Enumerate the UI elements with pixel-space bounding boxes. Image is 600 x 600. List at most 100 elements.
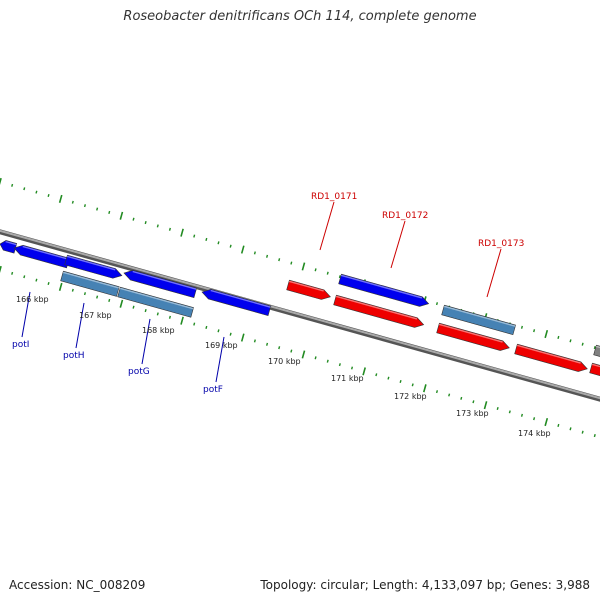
scale-tick-label: 173 kbp <box>456 409 489 418</box>
gene-arrow[interactable] <box>0 240 18 254</box>
label-leader-line <box>141 318 151 365</box>
scale-tick <box>314 356 317 360</box>
scale-tick <box>265 254 269 258</box>
gene-arrow[interactable] <box>589 362 600 377</box>
gene-labels: RD1_0171 RD1_0172 RD1_0173 potI potH potG potF <box>12 192 524 395</box>
scale-tick <box>593 434 596 438</box>
scale-tick <box>387 376 390 380</box>
label-leader-line <box>215 336 225 383</box>
scale-tick <box>411 383 414 387</box>
scale-tick <box>205 325 208 329</box>
scale-tick <box>423 384 427 393</box>
scale-tick <box>520 325 524 329</box>
gene-arrow[interactable] <box>514 343 588 372</box>
scale-tick-label: 174 kbp <box>518 429 551 438</box>
gene-arrow-highlight <box>335 295 418 320</box>
scale-tick <box>217 241 220 245</box>
scale-tick <box>290 349 293 353</box>
scale-tick <box>338 363 341 367</box>
gene-arrow[interactable] <box>441 304 516 336</box>
scale-tick <box>240 245 245 254</box>
scale-tick <box>35 278 38 282</box>
gene-label-lower[interactable]: potI <box>12 340 29 350</box>
gene-arrow-highlight <box>595 345 600 349</box>
scale-tick <box>508 410 511 414</box>
gene-arrow-highlight <box>119 287 194 310</box>
gene-arrow[interactable] <box>286 279 331 300</box>
scale-tick <box>435 302 439 306</box>
gene-label-lower[interactable]: potG <box>128 367 150 377</box>
scale-tick <box>119 299 124 308</box>
scale-tick <box>314 268 317 272</box>
scale-tick <box>35 190 38 194</box>
gene-arrow[interactable] <box>338 273 430 307</box>
scale-tick <box>581 342 584 346</box>
scale-tick <box>180 316 184 325</box>
scale-tick <box>253 339 256 343</box>
scale-tick <box>47 193 50 198</box>
gene-arrow[interactable] <box>117 286 194 318</box>
gene-arrow[interactable] <box>201 289 272 316</box>
scale-tick <box>362 367 367 376</box>
scale-tick <box>0 265 2 273</box>
scale-tick <box>132 217 135 221</box>
gene-arrow[interactable] <box>593 344 600 357</box>
gene-arrow[interactable] <box>436 322 510 351</box>
scale-tick-label: 168 kbp <box>142 326 175 335</box>
scale-tick <box>278 258 281 262</box>
gene-arrow-highlight <box>443 305 516 327</box>
gene-arrow-highlight <box>438 323 503 343</box>
scale-tick <box>180 228 184 237</box>
gene-label-lower[interactable]: potH <box>63 351 85 361</box>
label-leader-line <box>21 291 31 338</box>
scale-tick-labels: 166 kbp 167 kbp 168 kbp 169 kbp 170 kbp 171 k… <box>16 295 551 438</box>
scale-tick <box>435 390 439 394</box>
scale-tick-label: 169 kbp <box>205 341 238 350</box>
gene-label-upper[interactable]: RD1_0172 <box>382 211 428 221</box>
scale-tick <box>448 393 451 397</box>
scale-tick-label: 167 kbp <box>79 311 112 320</box>
gene-arrow-highlight <box>210 289 271 308</box>
genome-backbone <box>0 229 600 402</box>
scale-tick <box>11 271 14 275</box>
scale-tick <box>472 400 475 404</box>
scale-tick-label: 172 kbp <box>394 392 427 401</box>
scale-tick <box>240 333 245 342</box>
label-leader-line <box>319 201 335 251</box>
scale-tick <box>168 315 171 319</box>
scale-tick <box>557 335 560 339</box>
gene-label-upper[interactable]: RD1_0173 <box>478 239 524 249</box>
scale-tick <box>217 329 220 333</box>
gene-arrow[interactable] <box>60 270 120 297</box>
gene-label-upper[interactable]: RD1_0171 <box>311 192 357 202</box>
scale-tick <box>96 295 99 299</box>
scale-tick-label: 166 kbp <box>16 295 49 304</box>
scale-tick <box>71 200 74 204</box>
label-leader-line <box>75 302 85 349</box>
scale-tick <box>58 282 63 291</box>
gene-features <box>0 240 600 377</box>
gene-arrow[interactable] <box>13 245 70 269</box>
gene-arrow[interactable] <box>64 254 123 279</box>
scale-tick <box>108 298 111 302</box>
genome-title: Roseobacter denitrificans OCh 114, compl… <box>123 9 477 24</box>
scale-tick <box>290 261 293 265</box>
scale-tick <box>544 329 549 339</box>
scale-tick <box>278 346 281 350</box>
scale-tick <box>193 322 196 326</box>
scale-tick <box>253 251 256 255</box>
scale-tick <box>119 211 124 220</box>
accession-text: Accession: NC_008209 <box>9 578 146 592</box>
scale-tick <box>301 350 306 359</box>
gene-arrow[interactable] <box>333 294 425 328</box>
label-leader-line <box>390 220 406 269</box>
scale-tick <box>375 373 378 377</box>
gene-label-lower[interactable]: potF <box>203 385 223 395</box>
scale-tick <box>301 262 306 271</box>
scale-tick <box>350 366 354 370</box>
scale-tick <box>581 430 584 434</box>
scale-tick <box>58 194 63 203</box>
gene-arrow[interactable] <box>123 270 197 299</box>
scale-tick <box>71 288 74 292</box>
